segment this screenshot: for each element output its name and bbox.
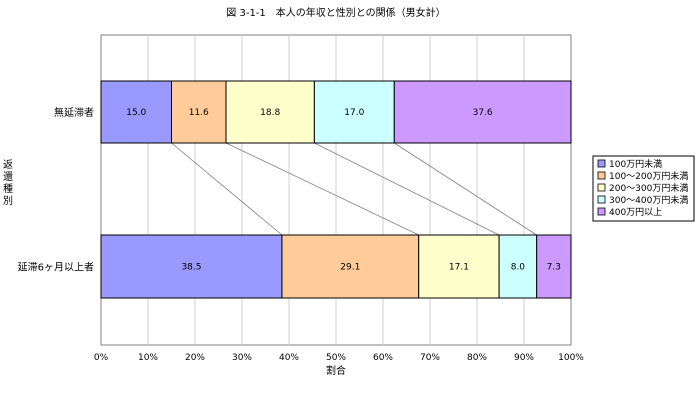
x-tick-label: 40% [279, 353, 299, 363]
x-tick-label: 60% [373, 353, 393, 363]
bar-segment [281, 234, 420, 299]
legend-swatch [597, 195, 606, 204]
category-label: 延滞6ヶ月以上者 [18, 262, 94, 274]
legend-swatch [597, 207, 606, 216]
bar-value-label: 38.5 [181, 263, 201, 273]
x-axis-ticks: 0% 10% 20% 30% 40% 50% 60% 70% 80% 90% 100% [94, 353, 584, 363]
bar-value-label: 7.3 [547, 263, 561, 273]
legend: 100万円未満100～200万円未満200～300万円未満300～400万円未満… [592, 155, 695, 222]
bar-segment [418, 234, 500, 299]
chart-title: 図 3-1-1 本人の年収と性別との関係（男女計） [226, 6, 445, 19]
legend-label: 300～400万円未満 [609, 194, 688, 206]
series-connector-line [314, 142, 500, 236]
bar-value-label: 29.1 [340, 263, 360, 273]
bar-segment [536, 234, 572, 299]
x-tick-label: 30% [232, 353, 252, 363]
bar-value-label: 37.6 [473, 108, 493, 118]
bar-value-label: 11.6 [189, 108, 209, 118]
bar-value-label: 17.1 [449, 263, 469, 273]
legend-label: 400万円以上 [609, 207, 662, 218]
series-connector-lines [171, 142, 537, 236]
y-axis-title-char: 種 [3, 182, 13, 195]
x-tick-label: 50% [326, 353, 346, 363]
bar-segment [100, 80, 172, 144]
bars: 15.0 11.6 18.8 17.0 37.6 38.5 29.1 17.1 8.0 7.3 [100, 80, 572, 299]
legend-swatch [597, 159, 606, 168]
y-axis-title-char: 別 [3, 195, 13, 207]
bar-segment [225, 80, 315, 144]
bar-segment [393, 80, 572, 144]
legend-swatch [597, 183, 606, 192]
x-tick-label: 90% [514, 353, 534, 363]
x-axis-title: 割合 [326, 364, 346, 377]
x-tick-label: 0% [94, 353, 109, 363]
bar-segment [171, 80, 227, 144]
bar-value-label: 17.0 [344, 108, 364, 118]
series-connector-line [171, 142, 283, 236]
legend-label: 100万円未満 [609, 158, 662, 170]
x-tick-label: 70% [420, 353, 440, 363]
x-tick-label: 100% [558, 353, 584, 363]
legend-swatch [597, 171, 606, 180]
legend-box [592, 155, 695, 222]
bar-segment [100, 234, 283, 299]
legend-label: 100～200万円未満 [609, 170, 688, 182]
category-label: 無延滞者 [54, 106, 94, 119]
x-tick-label: 20% [185, 353, 205, 363]
x-tick-label: 10% [138, 353, 158, 363]
bar-value-label: 18.8 [260, 108, 280, 118]
series-connector-line [394, 142, 537, 236]
series-connector-line [225, 142, 419, 236]
y-axis-title-char: 返 [3, 159, 13, 171]
legend-label: 200～300万円未満 [609, 182, 688, 194]
y-axis-title-char: 還 [3, 171, 13, 183]
bar-value-label: 15.0 [126, 108, 146, 118]
x-tick-label: 80% [467, 353, 487, 363]
bar-value-label: 8.0 [511, 263, 526, 273]
